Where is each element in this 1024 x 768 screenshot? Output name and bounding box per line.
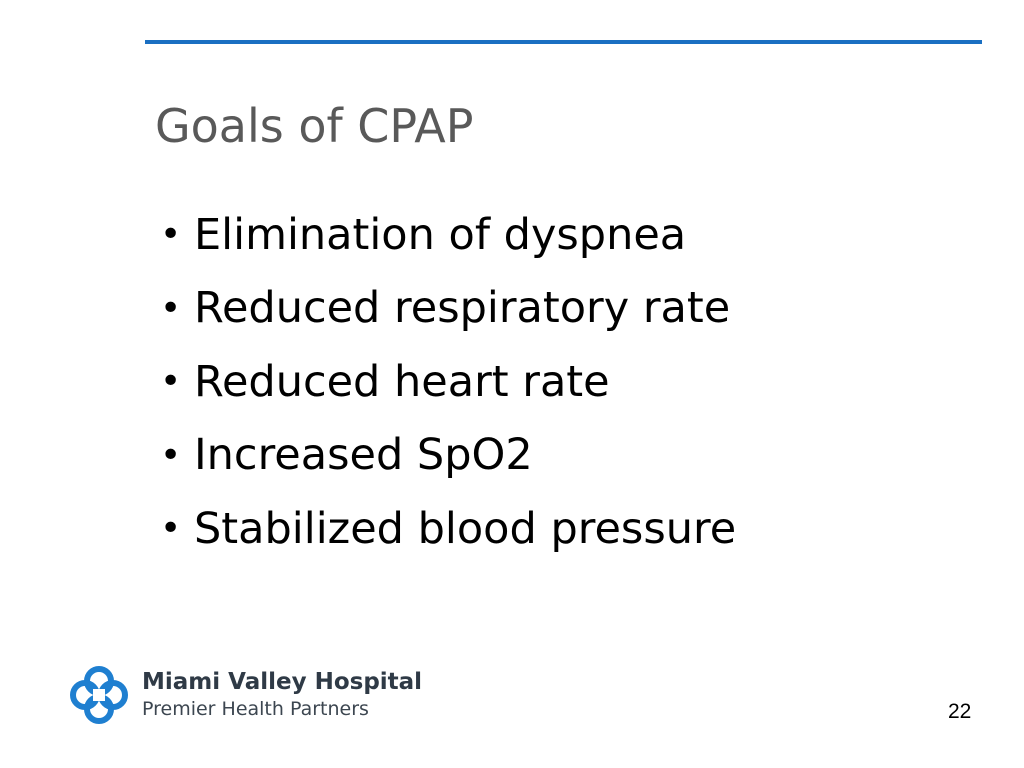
slide-title: Goals of CPAP bbox=[155, 99, 474, 153]
bullet-item: • Reduced respiratory rate bbox=[160, 272, 736, 346]
logo-text: Miami Valley Hospital Premier Health Par… bbox=[142, 668, 422, 722]
bullet-dot-icon: • bbox=[160, 434, 182, 476]
bullet-item: • Increased SpO2 bbox=[160, 419, 736, 493]
logo-name: Miami Valley Hospital bbox=[142, 669, 423, 695]
bullet-list: • Elimination of dyspnea • Reduced respi… bbox=[160, 198, 736, 566]
bullet-dot-icon: • bbox=[160, 508, 182, 550]
bullet-dot-icon: • bbox=[160, 287, 182, 329]
bullet-item: • Reduced heart rate bbox=[160, 345, 736, 419]
top-accent-rule bbox=[145, 40, 982, 44]
bullet-text: Reduced heart rate bbox=[194, 356, 610, 407]
bullet-item: • Elimination of dyspnea bbox=[160, 198, 736, 272]
bullet-dot-icon: • bbox=[160, 214, 182, 256]
bullet-text: Reduced respiratory rate bbox=[194, 283, 731, 334]
hospital-logo: Miami Valley Hospital Premier Health Par… bbox=[66, 662, 422, 728]
bullet-text: Increased SpO2 bbox=[194, 430, 533, 481]
bullet-text: Elimination of dyspnea bbox=[194, 209, 687, 260]
bullet-text: Stabilized blood pressure bbox=[194, 503, 737, 554]
page-number: 22 bbox=[948, 700, 972, 723]
bullet-dot-icon: • bbox=[160, 361, 182, 403]
logo-subtitle: Premier Health Partners bbox=[142, 698, 369, 720]
interlocking-cross-logo-icon bbox=[70, 666, 128, 724]
bullet-item: • Stabilized blood pressure bbox=[160, 492, 736, 566]
